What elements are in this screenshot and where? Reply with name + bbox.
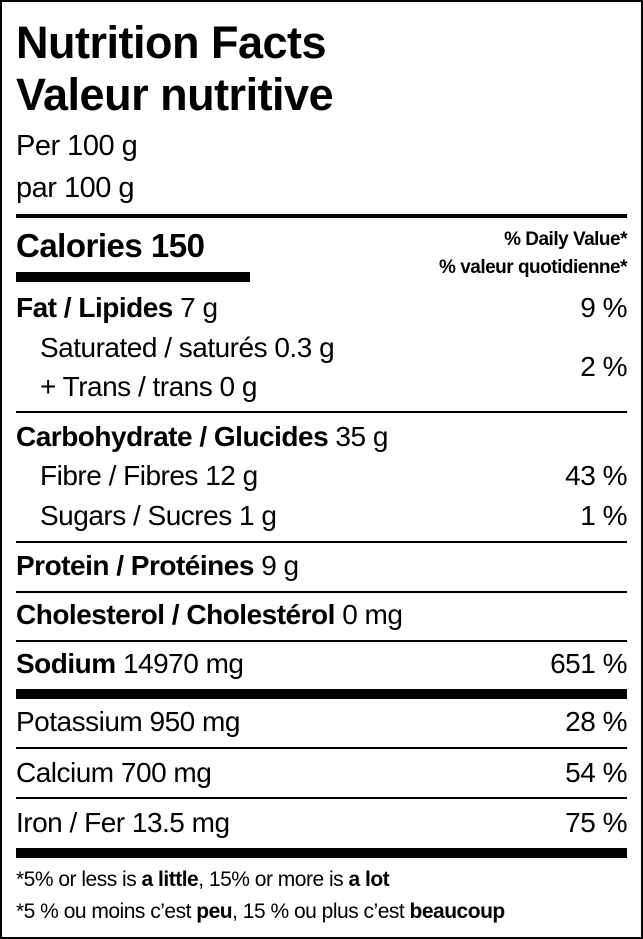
calcium-row: Calcium 700 mg: [16, 757, 212, 788]
carbohydrate-row: Carbohydrate / Glucides 35 g: [16, 421, 388, 452]
calories-underline: [16, 272, 250, 282]
divider: [16, 640, 627, 642]
cholesterol-row: Cholesterol / Cholestérol 0 mg: [16, 599, 403, 630]
daily-value-header-en: % Daily Value*: [504, 229, 627, 250]
trans-row: + Trans / trans 0 g: [40, 371, 257, 402]
title-fr: Valeur nutritive: [16, 69, 334, 120]
divider: [16, 797, 627, 799]
fibre-row: Fibre / Fibres 12 g: [40, 460, 258, 491]
sugars-row: Sugars / Sucres 1 g: [40, 500, 277, 531]
thick-divider: [16, 214, 627, 218]
sodium-dv: 651 %: [550, 648, 627, 679]
footnote-en: *5% or less is a little, 15% or more is …: [16, 868, 390, 891]
saturated-row: Saturated / saturés 0.3 g: [40, 332, 335, 363]
daily-value-header-fr: % valeur quotidienne*: [439, 257, 627, 278]
footnote-fr: *5 % ou moins c’est peu, 15 % ou plus c’…: [16, 900, 505, 923]
divider: [16, 411, 627, 413]
potassium-dv: 28 %: [565, 706, 627, 737]
fibre-dv: 43 %: [565, 460, 627, 491]
fat-dv: 9 %: [580, 292, 627, 323]
potassium-row: Potassium 950 mg: [16, 706, 240, 737]
sodium-row: Sodium 14970 mg: [16, 648, 244, 679]
divider: [16, 591, 627, 593]
calories-value: 150: [150, 227, 205, 264]
protein-row: Protein / Protéines 9 g: [16, 550, 299, 581]
thick-divider: [16, 848, 627, 858]
thick-divider: [16, 689, 627, 699]
fat-row: Fat / Lipides 7 g: [16, 292, 218, 323]
calories: Calories 150: [16, 226, 205, 266]
serving-fr: par 100 g: [16, 172, 135, 204]
calcium-dv: 54 %: [565, 757, 627, 788]
iron-dv: 75 %: [565, 807, 627, 838]
calories-label: Calories: [16, 227, 143, 264]
sat-trans-dv: 2 %: [580, 351, 627, 382]
divider: [16, 541, 627, 543]
iron-row: Iron / Fer 13.5 mg: [16, 807, 230, 838]
serving-en: Per 100 g: [16, 130, 138, 162]
title-en: Nutrition Facts: [16, 17, 327, 68]
sugars-dv: 1 %: [580, 500, 627, 531]
divider: [16, 747, 627, 749]
